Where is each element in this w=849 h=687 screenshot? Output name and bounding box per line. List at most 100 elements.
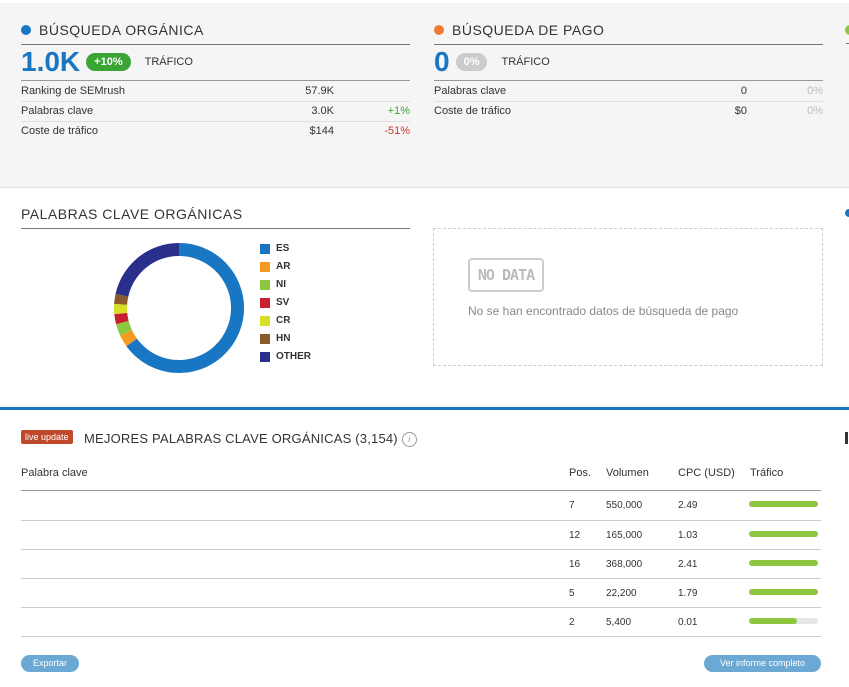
paid-change-badge: 0% xyxy=(455,53,488,71)
row-value[interactable]: $0 xyxy=(734,105,747,117)
no-data-badge: NO DATA xyxy=(468,258,544,292)
col-volume[interactable]: Volumen xyxy=(606,467,649,479)
paid-traffic-value[interactable]: 0 xyxy=(434,46,450,77)
cell-volume: 22,200 xyxy=(606,588,637,599)
cell-cpc: 1.03 xyxy=(678,530,698,541)
organic-traffic-value[interactable]: 1.0K xyxy=(21,46,81,77)
legend-item-ni[interactable]: NI xyxy=(260,279,286,290)
table-row[interactable]: 16 368,000 2.41 xyxy=(21,549,821,579)
blue-dot-icon xyxy=(845,209,849,217)
info-icon[interactable]: i xyxy=(401,432,417,447)
table-bottom-divider xyxy=(21,636,821,637)
legend-label: NI xyxy=(276,279,286,290)
blue-dot-icon xyxy=(21,25,31,35)
partial-title-edge xyxy=(845,432,848,444)
cell-pos: 5 xyxy=(569,588,575,599)
paid-title-text: BÚSQUEDA DE PAGO xyxy=(452,22,605,38)
donut-slice-cr[interactable] xyxy=(114,303,128,315)
divider xyxy=(434,44,823,45)
summary-panel: BÚSQUEDA ORGÁNICA 1.0K +10% TRÁFICO Rank… xyxy=(0,0,849,188)
divider xyxy=(21,121,410,122)
table-row[interactable]: 5 22,200 1.79 xyxy=(21,578,821,608)
row-value[interactable]: $144 xyxy=(309,125,334,137)
traffic-bar xyxy=(749,560,818,566)
green-dot-icon xyxy=(845,25,849,35)
table-row[interactable]: 2 5,400 0.01 xyxy=(21,607,821,637)
legend-item-other[interactable]: OTHER xyxy=(260,351,311,362)
legend-label: ES xyxy=(276,243,290,254)
legend-item-cr[interactable]: CR xyxy=(260,315,290,326)
full-report-button[interactable]: Ver informe completo xyxy=(704,655,821,672)
col-traffic[interactable]: Tráfico xyxy=(750,467,784,479)
row-label: Palabras clave xyxy=(21,105,94,117)
keywords-chart-title: PALABRAS CLAVE ORGÁNICAS xyxy=(21,206,243,222)
legend-swatch xyxy=(260,315,270,326)
row-change: 0% xyxy=(807,105,823,117)
donut-slice-other[interactable] xyxy=(115,243,179,297)
export-button[interactable]: Exportar xyxy=(21,655,79,672)
cell-volume: 5,400 xyxy=(606,617,632,628)
divider xyxy=(21,101,410,102)
top-keywords-title-text: MEJORES PALABRAS CLAVE ORGÁNICAS (3,154) xyxy=(84,431,398,446)
top-border xyxy=(0,0,849,3)
donut-slice-hn[interactable] xyxy=(114,293,129,305)
traffic-bar-fill xyxy=(749,618,797,624)
paid-row-keywords: Palabras clave 0 0% xyxy=(434,81,823,101)
row-value[interactable]: 0 xyxy=(740,85,747,97)
col-cpc[interactable]: CPC (USD) xyxy=(678,467,735,479)
organic-title: BÚSQUEDA ORGÁNICA xyxy=(21,22,410,38)
donut-slice-sv[interactable] xyxy=(114,312,129,325)
cell-volume: 550,000 xyxy=(606,500,643,511)
cell-pos: 16 xyxy=(569,559,581,570)
divider xyxy=(21,228,410,229)
cell-cpc: 0.01 xyxy=(678,617,698,628)
legend-item-ar[interactable]: AR xyxy=(260,261,290,272)
cell-volume: 165,000 xyxy=(606,530,643,541)
organic-row-keywords: Palabras clave 3.0K +1% xyxy=(21,101,410,121)
legend-swatch xyxy=(260,261,270,272)
legend-item-hn[interactable]: HN xyxy=(260,333,290,344)
legend-label: HN xyxy=(276,333,291,344)
legend-swatch xyxy=(260,279,270,290)
divider xyxy=(21,44,410,45)
legend-swatch xyxy=(260,297,270,308)
legend-label: OTHER xyxy=(276,351,311,362)
row-change: -51% xyxy=(384,125,410,137)
legend-label: CR xyxy=(276,315,291,326)
donut-slice-ar[interactable] xyxy=(120,330,137,347)
row-label: Coste de tráfico xyxy=(434,105,512,117)
paid-title: BÚSQUEDA DE PAGO xyxy=(434,22,823,38)
row-value[interactable]: 57.9K xyxy=(305,85,334,97)
row-label: Coste de tráfico xyxy=(21,125,99,137)
legend-item-sv[interactable]: SV xyxy=(260,297,289,308)
paid-traffic: 0 0% TRÁFICO xyxy=(434,46,550,78)
legend-swatch xyxy=(260,333,270,344)
row-label: Palabras clave xyxy=(434,85,507,97)
traffic-bar-fill xyxy=(749,560,818,566)
divider xyxy=(434,80,823,81)
col-pos[interactable]: Pos. xyxy=(569,467,592,479)
table-row[interactable]: 7 550,000 2.49 xyxy=(21,491,821,520)
organic-change-badge: +10% xyxy=(86,53,131,71)
cell-pos: 2 xyxy=(569,617,575,628)
traffic-bar xyxy=(749,531,818,537)
divider xyxy=(846,43,849,44)
table-row[interactable]: 12 165,000 1.03 xyxy=(21,520,821,550)
orange-dot-icon xyxy=(434,25,444,35)
donut-slice-ni[interactable] xyxy=(116,320,132,336)
col-keyword[interactable]: Palabra clave xyxy=(21,467,88,479)
row-value[interactable]: 3.0K xyxy=(311,105,334,117)
section-divider xyxy=(0,407,849,410)
traffic-bar-fill xyxy=(749,589,818,595)
organic-search-panel: BÚSQUEDA ORGÁNICA 1.0K +10% TRÁFICO xyxy=(21,22,410,81)
traffic-bar-fill xyxy=(749,531,818,537)
divider xyxy=(434,101,823,102)
traffic-bar xyxy=(749,501,818,507)
paid-traffic-label: TRÁFICO xyxy=(501,56,550,68)
row-change: +1% xyxy=(387,105,410,117)
organic-row-cost: Coste de tráfico $144 -51% xyxy=(21,121,410,141)
legend-swatch xyxy=(260,243,270,254)
cell-cpc: 1.79 xyxy=(678,588,698,599)
legend-item-es[interactable]: ES xyxy=(260,243,289,254)
organic-traffic: 1.0K +10% TRÁFICO xyxy=(21,46,193,78)
